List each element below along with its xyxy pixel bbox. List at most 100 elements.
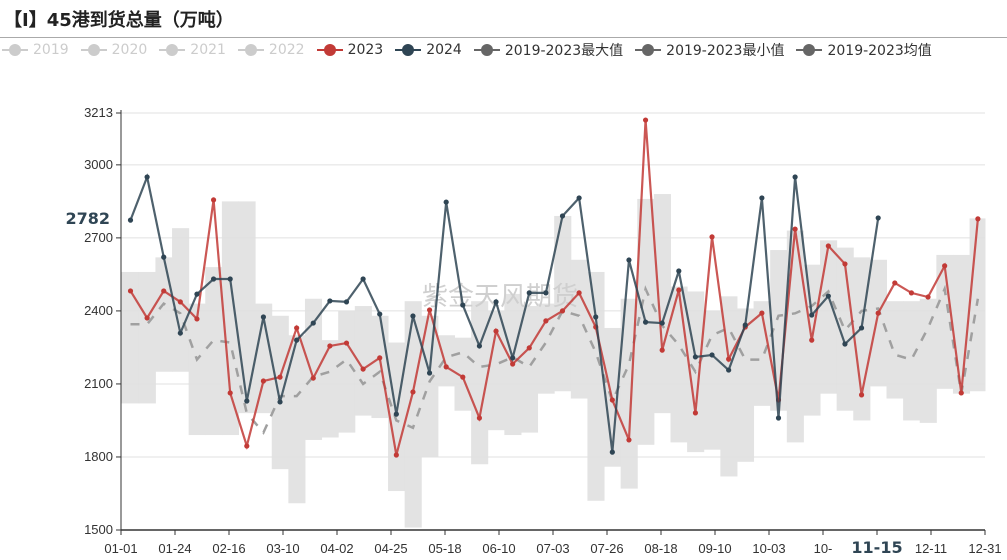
data-point-2023 xyxy=(460,374,466,380)
data-point-2024 xyxy=(559,213,566,219)
legend-item-2019[interactable]: 2019 xyxy=(2,42,69,58)
data-point-2024 xyxy=(742,322,748,328)
data-point-2023 xyxy=(144,315,150,321)
x-tick-label: 10- xyxy=(814,541,833,556)
data-point-2024 xyxy=(476,343,483,349)
legend-marker-icon xyxy=(395,44,422,56)
data-point-2023 xyxy=(260,378,267,384)
chart-title: 【I】45港到货总量（万吨） xyxy=(4,10,234,31)
data-point-2024 xyxy=(443,199,449,205)
data-point-2024 xyxy=(875,215,881,221)
axis-pointer-y-label: 2782 xyxy=(65,209,110,228)
data-point-2023 xyxy=(476,415,483,421)
data-point-2023 xyxy=(908,290,915,296)
data-point-2023 xyxy=(809,337,815,343)
data-point-2023 xyxy=(842,261,848,267)
band-segment xyxy=(354,306,372,416)
data-point-2023 xyxy=(210,197,217,203)
legend-item-2019-2023均值[interactable]: 2019-2023均值 xyxy=(796,40,932,60)
data-point-2023 xyxy=(559,308,566,314)
data-point-2024 xyxy=(775,415,782,421)
x-tick-label: 07-26 xyxy=(590,541,623,556)
data-point-2024 xyxy=(858,325,865,331)
data-point-2023 xyxy=(676,287,682,293)
band-segment xyxy=(554,215,572,392)
x-tick-label: 12-31 xyxy=(968,541,1001,556)
legend-item-2021[interactable]: 2021 xyxy=(159,42,226,58)
legend-label: 2019-2023均值 xyxy=(827,43,932,59)
band-segment xyxy=(338,310,356,433)
data-point-2023 xyxy=(692,410,699,416)
data-point-2023 xyxy=(892,280,898,286)
legend-label: 2020 xyxy=(111,42,148,58)
y-tick-label: 2700 xyxy=(84,230,113,245)
data-point-2024 xyxy=(759,195,765,201)
series-lines xyxy=(127,117,981,458)
grid-lines xyxy=(121,112,985,458)
data-point-2023 xyxy=(792,226,798,232)
band-segment xyxy=(288,335,306,504)
legend-item-2024[interactable]: 2024 xyxy=(395,42,462,58)
band-segment xyxy=(388,342,406,492)
data-point-2023 xyxy=(227,390,233,396)
legend-marker-icon xyxy=(237,44,264,56)
data-point-2024 xyxy=(410,313,416,319)
band-segment xyxy=(587,271,605,501)
data-point-2024 xyxy=(294,337,300,343)
data-point-2023 xyxy=(426,307,433,313)
data-point-2024 xyxy=(792,174,798,180)
data-point-2024 xyxy=(144,174,150,180)
data-point-2024 xyxy=(593,314,599,320)
data-point-2023 xyxy=(576,290,582,296)
data-point-2024 xyxy=(244,398,250,404)
band-segment xyxy=(421,315,439,457)
data-point-2023 xyxy=(825,243,831,249)
data-point-2024 xyxy=(393,411,399,417)
band-segment xyxy=(255,303,273,414)
legend-item-2022[interactable]: 2022 xyxy=(237,42,305,58)
band-segment xyxy=(121,271,140,404)
watermark: 紫金天风期货 xyxy=(422,282,578,312)
band-segment xyxy=(454,337,472,411)
legend-marker-icon xyxy=(635,44,662,56)
x-tick-label: 10-03 xyxy=(752,541,785,556)
data-point-2023 xyxy=(294,325,300,331)
band-segment xyxy=(155,257,173,372)
data-point-2024 xyxy=(510,355,516,361)
legend-item-2023[interactable]: 2023 xyxy=(316,42,383,58)
x-tick-label: 06-10 xyxy=(482,541,515,556)
data-point-2024 xyxy=(543,290,549,296)
x-tick-label: 03-10 xyxy=(266,541,299,556)
data-point-2024 xyxy=(426,370,433,376)
legend-item-2019-2023最大值[interactable]: 2019-2023最大值 xyxy=(473,40,623,60)
legend-item-2019-2023最小值[interactable]: 2019-2023最小值 xyxy=(635,40,784,60)
y-tick-label: 2400 xyxy=(84,303,113,318)
data-point-2024 xyxy=(327,298,333,304)
x-tick-label: 09-10 xyxy=(698,541,731,556)
data-point-2023 xyxy=(343,340,350,346)
x-tick-label: 08-18 xyxy=(644,541,677,556)
band-segment xyxy=(820,240,838,394)
data-point-2023 xyxy=(726,356,732,362)
data-point-2023 xyxy=(377,355,383,361)
y-tick-label: 3000 xyxy=(84,157,113,172)
data-point-2024 xyxy=(842,341,848,347)
average-line xyxy=(130,284,980,435)
data-point-2024 xyxy=(177,330,183,336)
data-point-2023 xyxy=(609,397,615,403)
series-line-2024 xyxy=(129,173,880,453)
data-point-2023 xyxy=(177,299,183,305)
data-point-2024 xyxy=(709,352,715,358)
legend-item-2020[interactable]: 2020 xyxy=(80,42,148,58)
data-point-2024 xyxy=(676,268,682,274)
x-tick-label: 01-24 xyxy=(158,541,191,556)
x-tick-label: 04-02 xyxy=(320,541,353,556)
data-point-2024 xyxy=(260,314,267,320)
data-point-2023 xyxy=(942,263,948,269)
y-tick-label: 3213 xyxy=(84,105,113,120)
data-point-2024 xyxy=(493,299,499,305)
band-segment xyxy=(653,194,671,414)
band-segment xyxy=(570,259,588,399)
band-segment xyxy=(138,271,156,404)
